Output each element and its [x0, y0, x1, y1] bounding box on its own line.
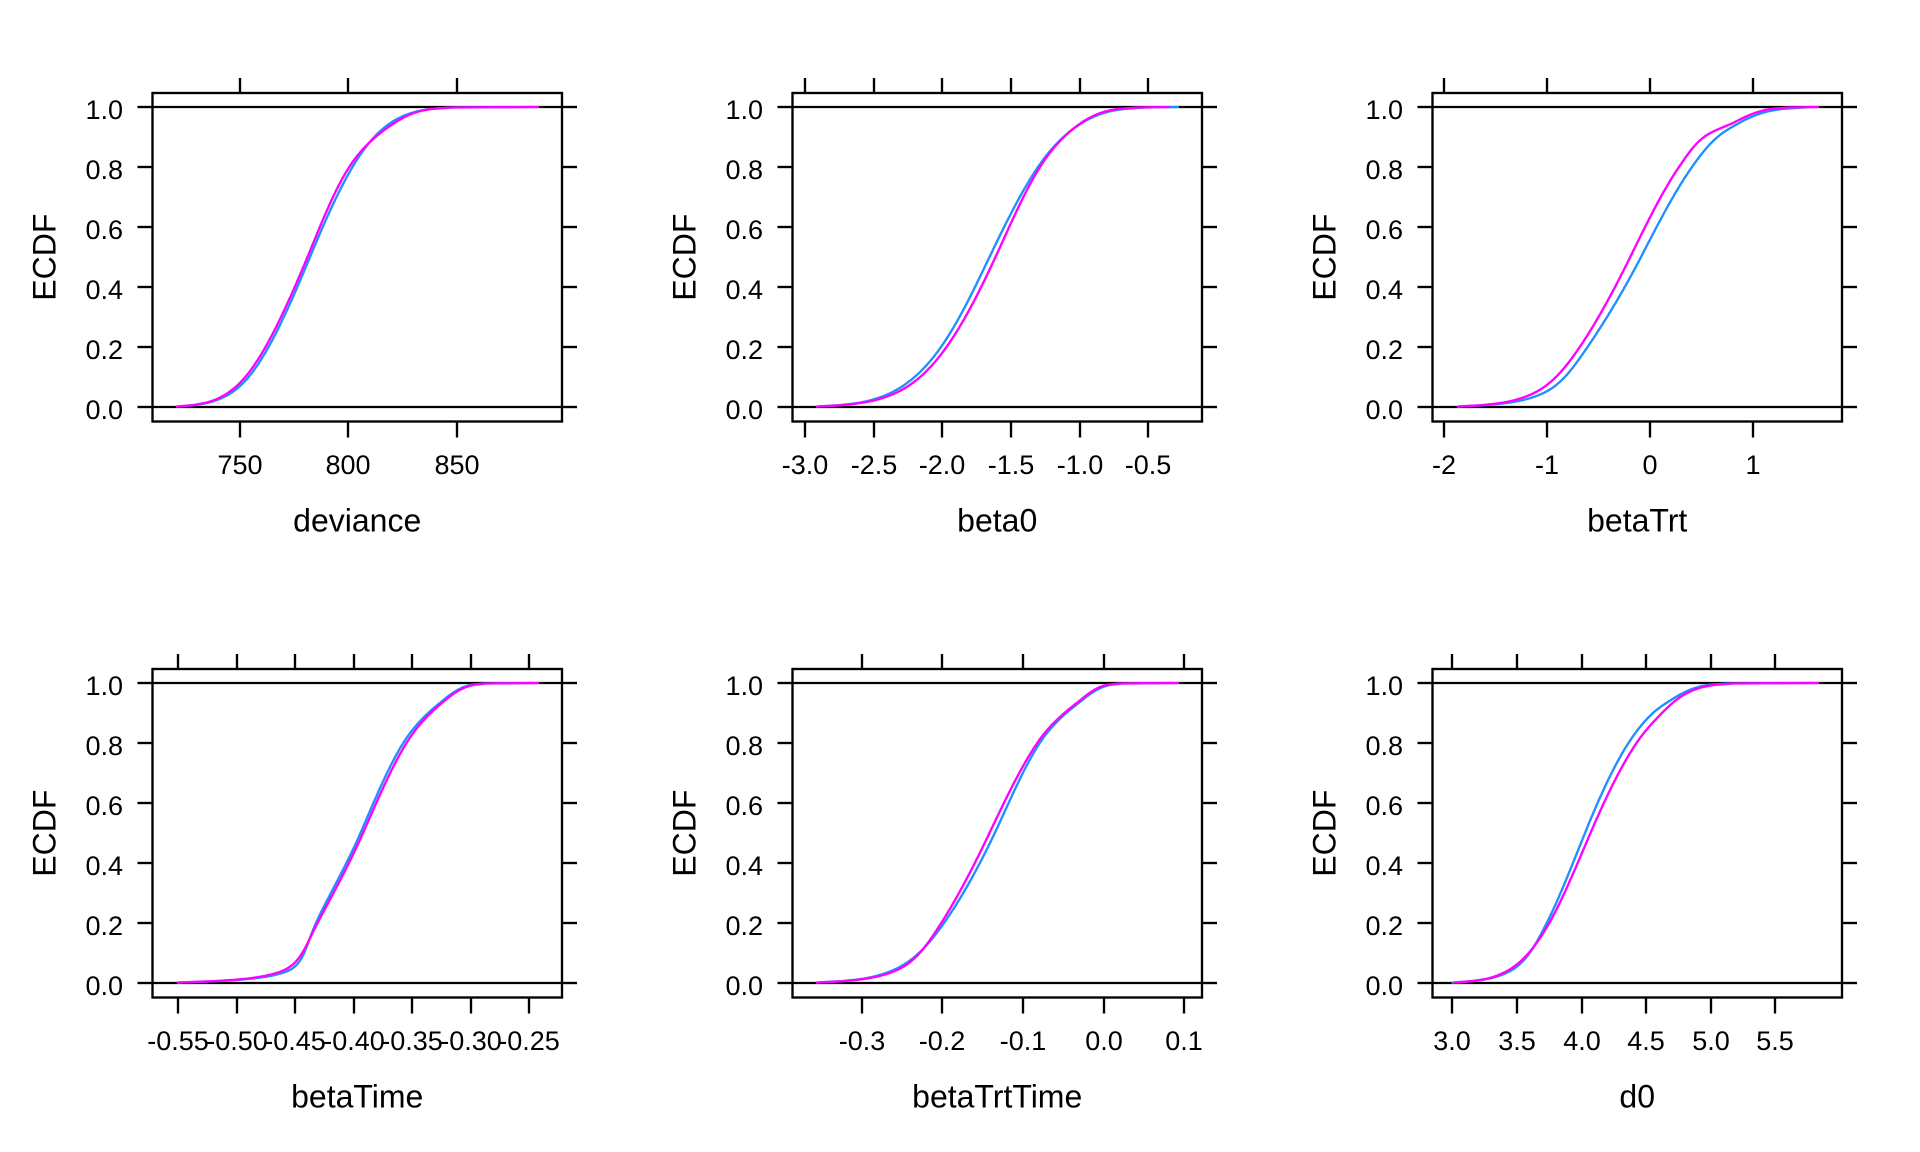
svg-text:-0.40: -0.40 [323, 1026, 385, 1056]
svg-text:0.8: 0.8 [85, 731, 123, 761]
svg-text:3.0: 3.0 [1433, 1026, 1471, 1056]
svg-text:-1.5: -1.5 [988, 450, 1035, 480]
svg-text:0.1: 0.1 [1165, 1026, 1203, 1056]
svg-text:-0.3: -0.3 [839, 1026, 886, 1056]
svg-text:0.8: 0.8 [1365, 731, 1403, 761]
svg-text:0.4: 0.4 [725, 275, 763, 305]
svg-text:ECDF: ECDF [1307, 214, 1343, 301]
svg-text:0.6: 0.6 [85, 791, 123, 821]
svg-text:5.5: 5.5 [1756, 1026, 1794, 1056]
svg-text:3.5: 3.5 [1498, 1026, 1536, 1056]
svg-text:1.0: 1.0 [725, 671, 763, 701]
svg-text:-0.2: -0.2 [919, 1026, 966, 1056]
svg-text:800: 800 [325, 450, 370, 480]
svg-text:0.8: 0.8 [85, 155, 123, 185]
svg-text:0.6: 0.6 [725, 791, 763, 821]
svg-text:0.2: 0.2 [725, 335, 763, 365]
svg-text:850: 850 [434, 450, 479, 480]
svg-text:0.0: 0.0 [1365, 971, 1403, 1001]
svg-text:0.2: 0.2 [1365, 911, 1403, 941]
svg-text:0.2: 0.2 [85, 335, 123, 365]
svg-text:ECDF: ECDF [667, 790, 703, 877]
svg-text:1.0: 1.0 [85, 671, 123, 701]
svg-text:0.0: 0.0 [725, 971, 763, 1001]
svg-text:d0: d0 [1619, 1079, 1655, 1115]
svg-text:4.0: 4.0 [1563, 1026, 1601, 1056]
svg-text:0.0: 0.0 [85, 395, 123, 425]
svg-text:-0.25: -0.25 [498, 1026, 560, 1056]
svg-text:-3.0: -3.0 [782, 450, 829, 480]
svg-text:0.0: 0.0 [725, 395, 763, 425]
svg-text:0.0: 0.0 [1365, 395, 1403, 425]
svg-text:0: 0 [1642, 450, 1657, 480]
svg-text:-0.1: -0.1 [1000, 1026, 1047, 1056]
svg-text:0.2: 0.2 [725, 911, 763, 941]
svg-text:1.0: 1.0 [1365, 671, 1403, 701]
svg-text:-0.30: -0.30 [440, 1026, 502, 1056]
svg-text:0.4: 0.4 [1365, 275, 1403, 305]
svg-text:0.4: 0.4 [725, 851, 763, 881]
svg-text:0.8: 0.8 [725, 731, 763, 761]
svg-text:4.5: 4.5 [1627, 1026, 1665, 1056]
svg-text:-0.35: -0.35 [381, 1026, 443, 1056]
svg-text:-0.55: -0.55 [147, 1026, 209, 1056]
svg-text:-2: -2 [1432, 450, 1456, 480]
svg-text:ECDF: ECDF [667, 214, 703, 301]
svg-text:0.2: 0.2 [1365, 335, 1403, 365]
svg-text:0.4: 0.4 [1365, 851, 1403, 881]
svg-text:750: 750 [217, 450, 262, 480]
svg-text:0.8: 0.8 [725, 155, 763, 185]
svg-text:0.2: 0.2 [85, 911, 123, 941]
svg-text:ECDF: ECDF [27, 214, 63, 301]
svg-text:0.6: 0.6 [1365, 215, 1403, 245]
svg-text:betaTrtTime: betaTrtTime [912, 1079, 1082, 1115]
svg-text:1.0: 1.0 [1365, 95, 1403, 125]
svg-text:5.0: 5.0 [1692, 1026, 1730, 1056]
svg-text:0.6: 0.6 [725, 215, 763, 245]
svg-text:-0.50: -0.50 [206, 1026, 268, 1056]
svg-text:-2.5: -2.5 [851, 450, 898, 480]
svg-text:0.4: 0.4 [85, 275, 123, 305]
svg-text:0.6: 0.6 [85, 215, 123, 245]
svg-text:deviance: deviance [293, 503, 421, 539]
svg-text:1.0: 1.0 [725, 95, 763, 125]
svg-text:-0.45: -0.45 [264, 1026, 326, 1056]
svg-text:-1.0: -1.0 [1057, 450, 1104, 480]
svg-text:1.0: 1.0 [85, 95, 123, 125]
svg-text:1: 1 [1745, 450, 1760, 480]
svg-text:0.6: 0.6 [1365, 791, 1403, 821]
svg-text:betaTime: betaTime [291, 1079, 423, 1115]
svg-text:betaTrt: betaTrt [1587, 503, 1687, 539]
svg-text:0.8: 0.8 [1365, 155, 1403, 185]
svg-text:-2.0: -2.0 [919, 450, 966, 480]
svg-text:ECDF: ECDF [1307, 790, 1343, 877]
svg-text:0.0: 0.0 [1085, 1026, 1123, 1056]
svg-text:0.0: 0.0 [85, 971, 123, 1001]
svg-text:-0.5: -0.5 [1125, 450, 1172, 480]
svg-text:ECDF: ECDF [27, 790, 63, 877]
svg-text:beta0: beta0 [957, 503, 1037, 539]
svg-text:-1: -1 [1535, 450, 1559, 480]
svg-text:0.4: 0.4 [85, 851, 123, 881]
